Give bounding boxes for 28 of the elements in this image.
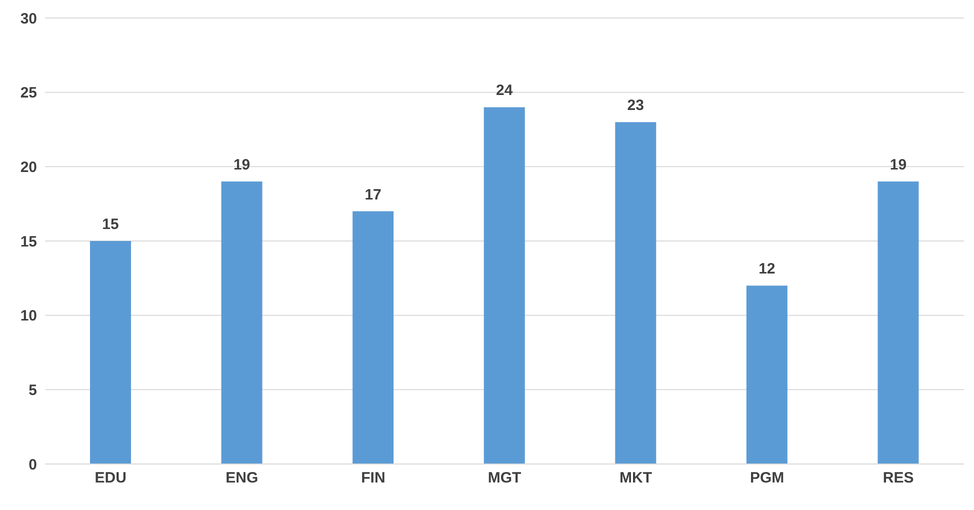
x-tick-label: ENG <box>226 470 258 487</box>
y-tick-label: 10 <box>20 308 37 325</box>
y-tick-label: 0 <box>28 456 37 474</box>
data-label: 15 <box>102 216 119 233</box>
x-tick-label: MKT <box>620 470 652 487</box>
data-label: 23 <box>627 97 644 114</box>
bar <box>221 182 262 464</box>
bar <box>615 122 656 464</box>
y-tick-label: 30 <box>20 10 37 28</box>
bar <box>878 182 919 464</box>
bar <box>746 286 788 464</box>
x-tick-label: RES <box>882 470 914 487</box>
y-tick-label: 15 <box>20 233 37 250</box>
data-label: 24 <box>496 82 514 100</box>
y-tick-label: 25 <box>20 84 37 102</box>
y-tick-label: 20 <box>20 158 37 176</box>
data-label: 19 <box>890 156 907 174</box>
data-label: 12 <box>758 260 776 278</box>
data-label: 19 <box>233 156 250 174</box>
bar <box>90 241 131 464</box>
x-tick-label: MGT <box>488 470 522 487</box>
bar <box>484 107 525 464</box>
y-tick-label: 5 <box>28 382 37 399</box>
x-tick-label: PGM <box>750 470 784 487</box>
bar <box>352 211 394 464</box>
x-tick-label: EDU <box>94 470 126 487</box>
data-label: 17 <box>364 186 382 204</box>
x-tick-label: FIN <box>361 470 386 487</box>
